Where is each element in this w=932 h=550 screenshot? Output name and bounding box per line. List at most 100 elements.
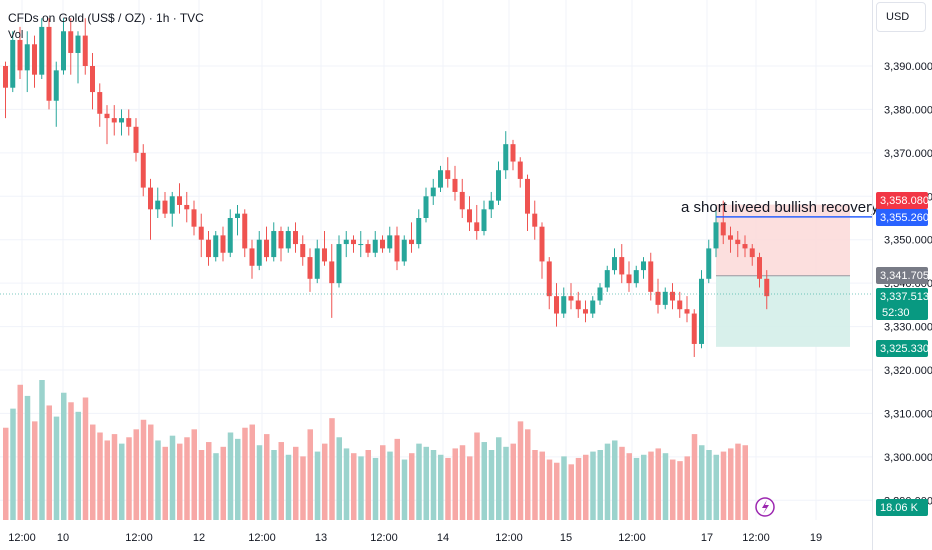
candle-body[interactable] (467, 209, 472, 223)
annotation-text[interactable]: a short liveed bullish recovery (681, 199, 879, 216)
candle-body[interactable] (343, 239, 349, 245)
candle-body[interactable] (525, 178, 530, 214)
candle-body[interactable] (684, 309, 690, 314)
candle-body[interactable] (474, 222, 480, 232)
candle-body[interactable] (749, 248, 755, 258)
candle-body[interactable] (387, 235, 393, 249)
candle-body[interactable] (662, 291, 668, 305)
candle-body[interactable] (336, 244, 342, 284)
candle-body[interactable] (517, 161, 523, 179)
candle-body[interactable] (227, 218, 233, 253)
candle-body[interactable] (699, 278, 704, 344)
candle-body[interactable] (416, 218, 422, 245)
candle-body[interactable] (604, 270, 610, 288)
candle-body[interactable] (68, 31, 74, 53)
candle-body[interactable] (735, 239, 741, 245)
candle-body[interactable] (358, 244, 364, 246)
candle-body[interactable] (430, 187, 436, 197)
candle-body[interactable] (423, 196, 429, 218)
candle-body[interactable] (691, 313, 697, 344)
candle-body[interactable] (401, 239, 407, 262)
candle-body[interactable] (119, 118, 124, 123)
candle-body[interactable] (32, 44, 37, 75)
candle-body[interactable] (351, 239, 356, 245)
candle-body[interactable] (380, 239, 385, 249)
candle-body[interactable] (633, 270, 639, 284)
candle-body[interactable] (641, 261, 646, 271)
candle-body[interactable] (670, 291, 675, 301)
candle-body[interactable] (249, 248, 255, 266)
candle-body[interactable] (307, 257, 313, 279)
candle-body[interactable] (445, 170, 451, 179)
candle-body[interactable] (17, 39, 23, 71)
candle-body[interactable] (133, 126, 139, 153)
candle-body[interactable] (82, 35, 88, 66)
candle-body[interactable] (3, 66, 8, 88)
candle-body[interactable] (568, 296, 574, 301)
candle-body[interactable] (757, 257, 762, 279)
candle-body[interactable] (728, 235, 733, 240)
candle-body[interactable] (24, 44, 30, 71)
candle-body[interactable] (256, 239, 262, 266)
candle-body[interactable] (271, 231, 277, 258)
candle-body[interactable] (10, 39, 16, 88)
volume-indicator-label[interactable]: Vol (8, 29, 24, 41)
candle-body[interactable] (155, 200, 161, 210)
candle-body[interactable] (285, 231, 291, 249)
candle-body[interactable] (452, 178, 458, 192)
candle-body[interactable] (575, 300, 581, 310)
candle-body[interactable] (278, 231, 284, 249)
candle-body[interactable] (220, 235, 226, 253)
candle-body[interactable] (198, 226, 204, 240)
candle-body[interactable] (459, 191, 465, 210)
candle-body[interactable] (554, 296, 559, 314)
candle-body[interactable] (539, 226, 545, 262)
candle-body[interactable] (481, 209, 487, 232)
candle-body[interactable] (677, 300, 683, 310)
candle-body[interactable] (583, 309, 588, 314)
take-profit-zone[interactable] (716, 275, 850, 347)
candle-body[interactable] (39, 26, 45, 75)
candle-body[interactable] (75, 35, 81, 53)
candle-body[interactable] (213, 235, 219, 258)
candle-body[interactable] (148, 187, 153, 210)
candle-body[interactable] (713, 222, 719, 249)
candle-body[interactable] (322, 248, 327, 262)
candle-body[interactable] (177, 196, 182, 205)
candle-body[interactable] (300, 244, 306, 258)
candle-body[interactable] (503, 144, 509, 171)
candle-body[interactable] (104, 113, 110, 119)
candle-body[interactable] (706, 248, 712, 279)
candle-body[interactable] (394, 235, 400, 262)
candle-body[interactable] (742, 244, 748, 249)
candle-body[interactable] (496, 170, 501, 201)
candle-body[interactable] (293, 231, 298, 245)
candle-body[interactable] (53, 70, 59, 101)
candle-body[interactable] (626, 274, 632, 284)
currency-selector[interactable] (876, 2, 926, 32)
candle-body[interactable] (561, 296, 567, 314)
candle-body[interactable] (720, 222, 726, 236)
candle-body[interactable] (242, 213, 248, 249)
currency-label[interactable]: USD (886, 11, 910, 23)
candle-body[interactable] (648, 261, 654, 292)
candle-body[interactable] (532, 213, 538, 227)
candle-body[interactable] (764, 278, 770, 297)
candle-body[interactable] (206, 239, 211, 258)
candle-body[interactable] (372, 239, 378, 253)
candle-body[interactable] (655, 291, 661, 305)
candle-body[interactable] (46, 26, 52, 101)
candle-body[interactable] (409, 239, 414, 245)
candle-body[interactable] (169, 196, 175, 214)
candle-body[interactable] (365, 244, 371, 253)
candle-body[interactable] (314, 248, 320, 279)
candle-body[interactable] (140, 152, 146, 188)
candle-body[interactable] (438, 170, 443, 188)
candle-body[interactable] (612, 257, 617, 271)
candle-body[interactable] (191, 209, 197, 227)
candle-body[interactable] (488, 200, 494, 210)
candle-body[interactable] (235, 213, 240, 218)
candle-body[interactable] (111, 118, 117, 123)
candle-body[interactable] (90, 66, 95, 93)
